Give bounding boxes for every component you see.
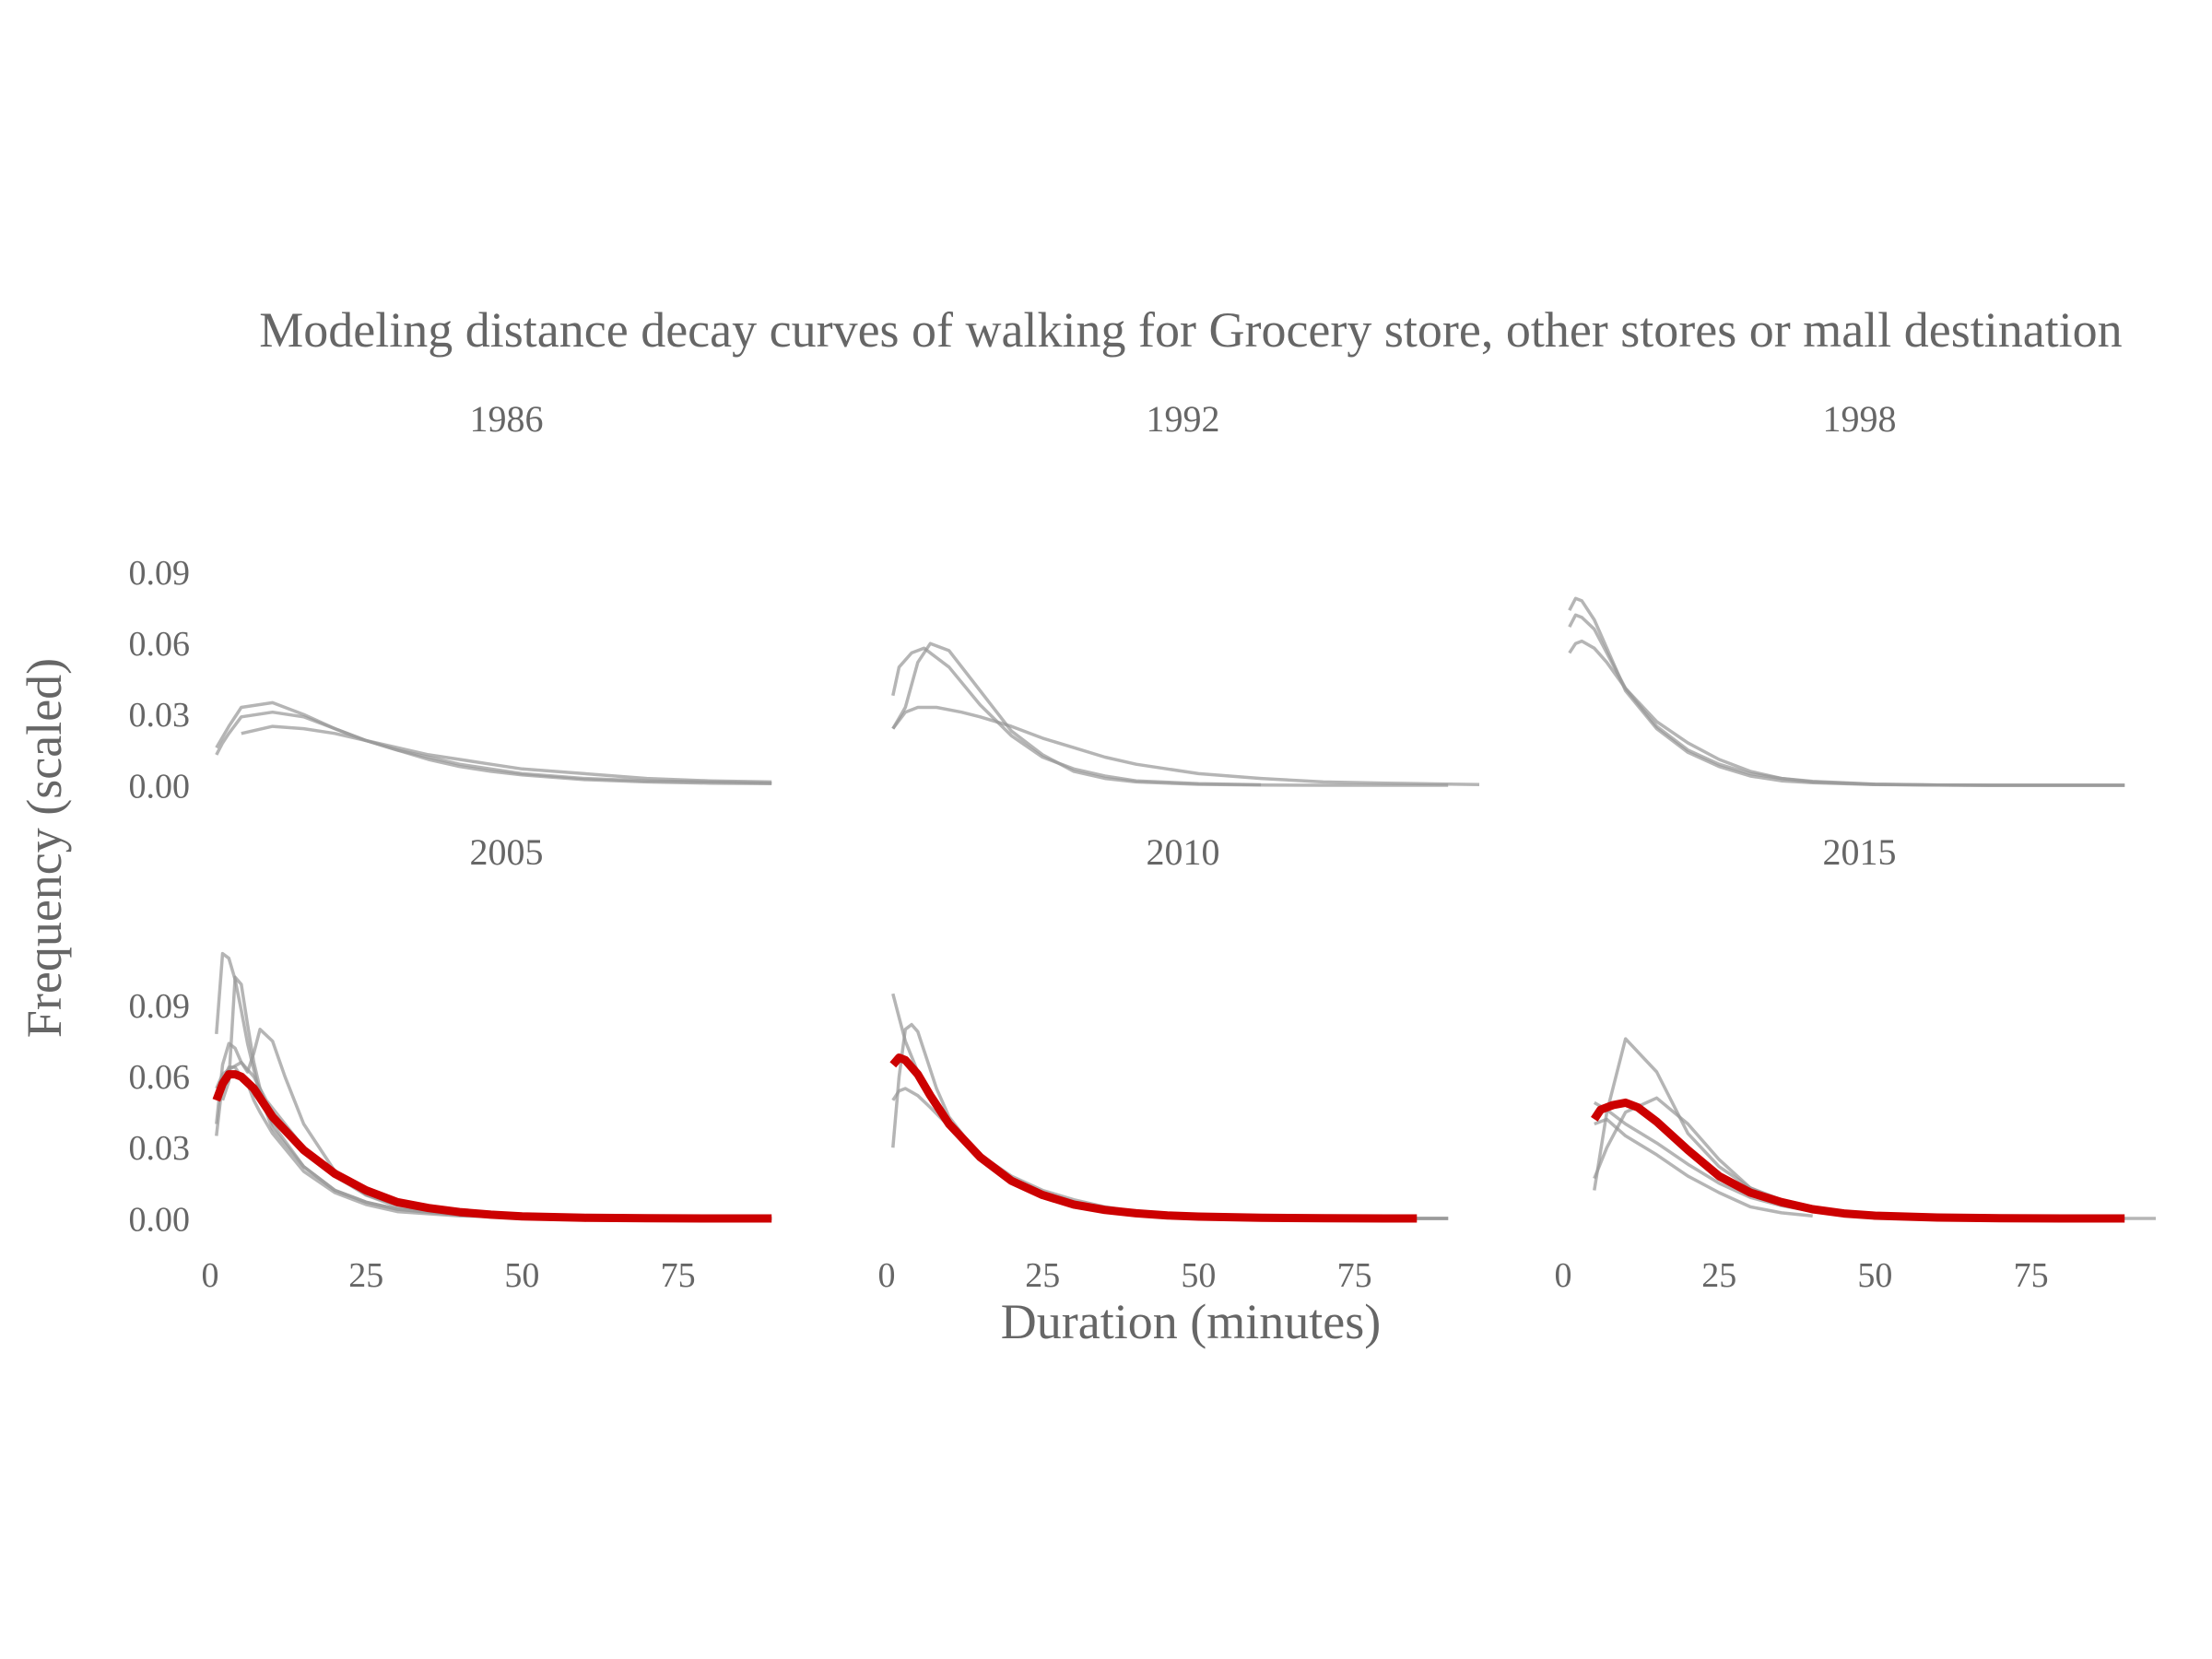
candidate-curve-1	[1568, 596, 2125, 787]
candidate-curve-2	[1593, 1096, 2125, 1220]
panel-label-2005: 2005	[470, 831, 544, 873]
y-tick-label: 0.03	[129, 1129, 191, 1168]
candidate-curve-1	[891, 646, 1262, 787]
candidate-curve-3	[1594, 1117, 1813, 1218]
panel-label-1992: 1992	[1147, 398, 1220, 440]
x-axis-title: Duration (minutes)	[1001, 1294, 1381, 1349]
y-tick-label: 0.00	[129, 767, 191, 806]
x-tick-label: 50	[1181, 1256, 1216, 1295]
y-axis-title: Frequency (scaled)	[17, 658, 72, 1038]
x-tick-label: 0	[202, 1256, 219, 1295]
panel-label-2010: 2010	[1147, 831, 1220, 873]
panel-2010: 2010 0 25 50 75	[878, 831, 1449, 1295]
candidate-curve-3	[891, 705, 1480, 787]
x-tick-label: 0	[1555, 1256, 1572, 1295]
x-tick-label: 25	[1701, 1256, 1736, 1295]
candidate-curve-2	[1568, 613, 2125, 787]
candidate-curve-3	[241, 724, 772, 784]
x-tick-label: 75	[661, 1256, 696, 1295]
best-fit-curve	[1591, 1098, 2125, 1223]
x-tick-label: 25	[348, 1256, 383, 1295]
candidate-curve-2	[891, 1022, 1449, 1220]
panel-2005: 2005 0.00 0.03 0.06 0.09 0 25 50 75	[129, 831, 772, 1295]
panel-2015: 2015 0 25 50 75	[1555, 831, 2156, 1295]
panel-1998: 1998	[1568, 398, 2125, 787]
y-tick-label: 0.09	[129, 554, 191, 593]
candidate-curve-1	[891, 993, 1449, 1220]
candidate-curve-3	[1568, 639, 2125, 787]
x-tick-label: 75	[2014, 1256, 2049, 1295]
x-tick-label: 50	[504, 1256, 539, 1295]
candidate-curve-1	[1593, 1037, 2156, 1220]
panel-label-1986: 1986	[470, 398, 544, 440]
chart-title: Modeling distance decay curves of walkin…	[259, 302, 2122, 358]
x-tick-label: 0	[878, 1256, 896, 1295]
y-tick-label: 0.00	[129, 1200, 191, 1239]
x-tick-label: 50	[1857, 1256, 1892, 1295]
panel-label-2015: 2015	[1823, 831, 1897, 873]
best-fit-curve	[212, 1070, 772, 1223]
candidate-curve-4	[215, 1028, 772, 1220]
panel-label-1998: 1998	[1823, 398, 1897, 440]
candidate-curve-2	[215, 700, 772, 785]
best-fit-curve	[889, 1053, 1418, 1223]
y-tick-label: 0.06	[129, 1058, 191, 1097]
y-tick-label: 0.09	[129, 987, 191, 1026]
candidate-curve-1	[215, 951, 772, 1220]
panel-1986: 1986 0.00 0.03 0.06 0.09	[129, 398, 772, 806]
candidate-curve-3	[220, 975, 772, 1220]
candidate-curve-4	[1593, 1100, 2125, 1220]
facet-panels: 1986 0.00 0.03 0.06 0.09 1992 1998 2005 0.00 0.03…	[129, 398, 2156, 1295]
y-tick-label: 0.06	[129, 625, 191, 664]
x-tick-label: 25	[1025, 1256, 1060, 1295]
y-tick-label: 0.03	[129, 696, 191, 735]
x-tick-label: 75	[1337, 1256, 1372, 1295]
candidate-curve-2	[891, 641, 1449, 787]
panel-1992: 1992	[891, 398, 1480, 787]
